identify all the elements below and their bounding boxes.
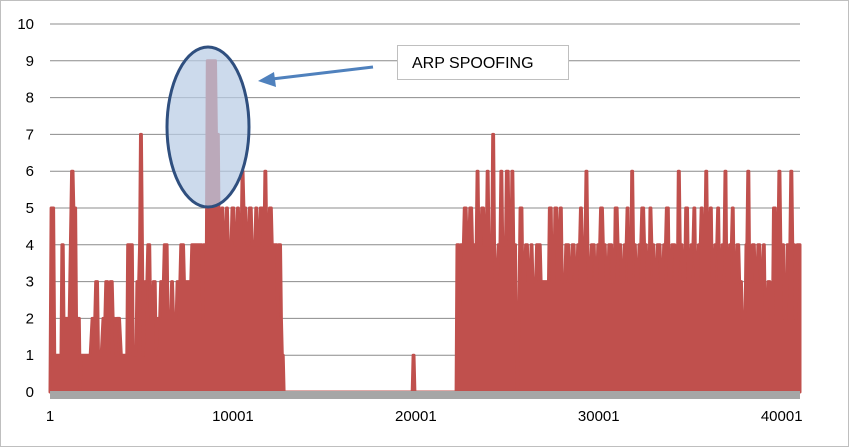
- y-tick-label-3: 3: [26, 274, 34, 291]
- y-tick-label-7: 7: [26, 126, 34, 143]
- x-tick-label-1: 1: [46, 408, 54, 425]
- y-tick-label-10: 10: [17, 16, 34, 33]
- y-tick-label-6: 6: [26, 163, 34, 180]
- callout-arrow: [258, 65, 374, 87]
- y-tick-label-4: 4: [26, 237, 34, 254]
- x-tick-label-40001: 40001: [761, 408, 803, 425]
- callout-arrow-head: [258, 72, 276, 87]
- y-tick-label-1: 1: [26, 347, 34, 364]
- arp-spoofing-highlight-ellipse: [165, 45, 251, 209]
- x-tick-label-10001: 10001: [212, 408, 254, 425]
- callout-label: ARP SPOOFING: [397, 45, 569, 80]
- y-tick-labels: 0 1 2 3 4 5 6 7 8 9 10: [17, 16, 34, 401]
- y-tick-label-8: 8: [26, 90, 34, 107]
- y-tick-label-5: 5: [26, 200, 34, 217]
- y-tick-label-2: 2: [26, 310, 34, 327]
- y-tick-label-0: 0: [26, 384, 34, 401]
- baseline-bar: [50, 391, 800, 399]
- x-tick-label-30001: 30001: [578, 408, 620, 425]
- callout-arrow-shaft: [271, 65, 374, 81]
- series-area: [48, 59, 802, 394]
- x-tick-labels: 1 10001 20001 30001 40001: [46, 408, 803, 425]
- y-tick-label-9: 9: [26, 53, 34, 70]
- x-tick-label-20001: 20001: [395, 408, 437, 425]
